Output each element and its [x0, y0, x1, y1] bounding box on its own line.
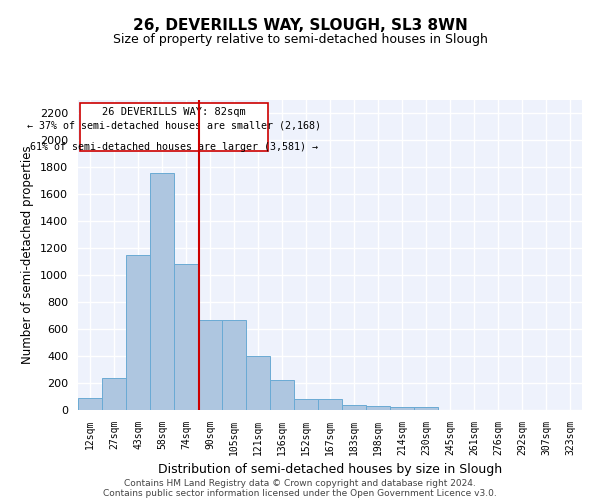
Bar	[174, 264, 198, 410]
Bar	[270, 380, 294, 410]
Bar	[102, 378, 126, 410]
Bar	[246, 356, 270, 410]
Bar	[80, 104, 268, 151]
Text: 26, DEVERILLS WAY, SLOUGH, SL3 8WN: 26, DEVERILLS WAY, SLOUGH, SL3 8WN	[133, 18, 467, 32]
Text: ← 37% of semi-detached houses are smaller (2,168): ← 37% of semi-detached houses are smalle…	[27, 121, 321, 131]
Text: 61% of semi-detached houses are larger (3,581) →: 61% of semi-detached houses are larger (…	[30, 142, 318, 152]
Bar	[78, 398, 102, 410]
Text: Contains HM Land Registry data © Crown copyright and database right 2024.: Contains HM Land Registry data © Crown c…	[124, 478, 476, 488]
Text: Size of property relative to semi-detached houses in Slough: Size of property relative to semi-detach…	[113, 32, 487, 46]
Bar	[414, 407, 438, 410]
Y-axis label: Number of semi-detached properties: Number of semi-detached properties	[22, 146, 34, 364]
X-axis label: Distribution of semi-detached houses by size in Slough: Distribution of semi-detached houses by …	[158, 464, 502, 476]
Text: 26 DEVERILLS WAY: 82sqm: 26 DEVERILLS WAY: 82sqm	[102, 108, 246, 118]
Bar	[318, 399, 342, 410]
Bar	[222, 320, 246, 410]
Bar	[198, 320, 222, 410]
Bar	[342, 405, 366, 410]
Bar	[366, 406, 390, 410]
Bar	[294, 398, 318, 410]
Bar	[126, 255, 150, 410]
Text: Contains public sector information licensed under the Open Government Licence v3: Contains public sector information licen…	[103, 488, 497, 498]
Bar	[390, 406, 414, 410]
Bar	[150, 173, 174, 410]
